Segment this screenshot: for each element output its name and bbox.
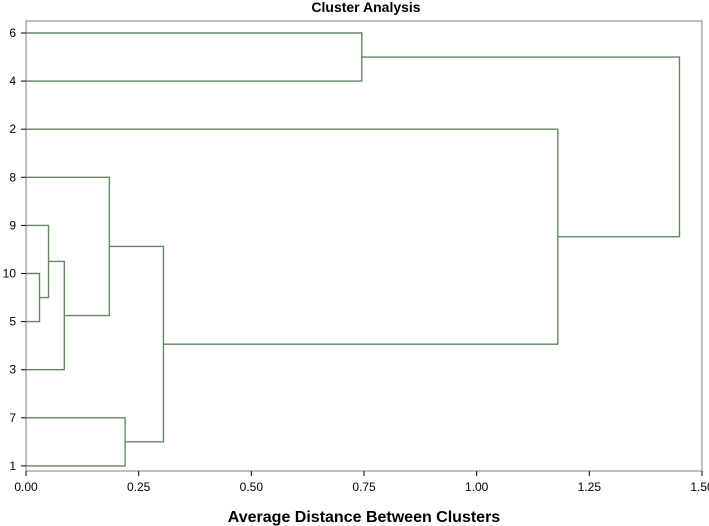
leaf-label: 6 (9, 26, 16, 40)
x-tick-label: 1.50 (690, 480, 709, 494)
leaf-label: 5 (9, 315, 16, 329)
x-tick-label: 0.25 (127, 480, 151, 494)
merge-link-c5 (26, 417, 126, 467)
merge-link-c2 (26, 224, 50, 299)
leaf-label: 7 (9, 411, 16, 425)
leaf-label: 10 (3, 267, 17, 281)
leaf-label: 4 (9, 74, 16, 88)
chart-title: Cluster Analysis (311, 0, 420, 15)
leaf-label: 3 (9, 363, 16, 377)
merge-link-c6 (109, 245, 165, 443)
x-tick-label: 0.50 (240, 480, 264, 494)
merge-link-c9 (361, 56, 681, 238)
leaf-label: 2 (9, 122, 16, 136)
x-axis-label: Average Distance Between Clusters (228, 509, 501, 526)
leaf-labels: 6 4 2 8 9 10 5 3 7 1 (3, 26, 26, 473)
x-tick-label: 0.00 (14, 480, 38, 494)
dendrogram-links (26, 32, 681, 467)
x-tick-label: 1.25 (578, 480, 602, 494)
merge-link-c8 (26, 128, 559, 345)
leaf-label: 1 (9, 459, 16, 473)
merge-link-c3 (26, 260, 66, 371)
x-axis-ticks: 0.00 0.25 0.50 0.75 1.00 1.25 1.50 (14, 471, 709, 494)
merge-link-c7 (26, 32, 363, 82)
leaf-label: 8 (9, 170, 16, 184)
x-tick-label: 1.00 (465, 480, 489, 494)
merge-link-c4 (26, 176, 111, 317)
x-tick-label: 0.75 (352, 480, 376, 494)
leaf-label: 9 (9, 218, 16, 232)
merge-link-c1 (26, 272, 41, 323)
